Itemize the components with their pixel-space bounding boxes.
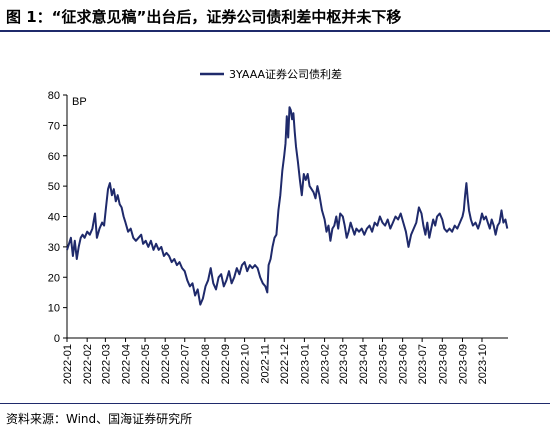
legend-label-series-0: 3YAAA证券公司债利差 (229, 67, 342, 81)
x-axis: 2022-01 2022-02 2022-03 2022-04 2022-05 2022-… (62, 337, 508, 384)
y-tick-label: 0 (54, 333, 60, 345)
x-tick-label: 2022-12 (279, 344, 291, 384)
x-tick-label: 2023-02 (320, 344, 332, 384)
source-divider (0, 403, 550, 404)
y-tick-label: 80 (48, 90, 60, 102)
y-tick-label: 10 (48, 303, 60, 315)
x-tick-label: 2023-01 (299, 344, 311, 384)
y-tick-label: 30 (48, 242, 60, 254)
chart-legend: 3YAAA证券公司债利差 (200, 67, 342, 81)
source-note: 资料来源：Wind、国海证券研究所 (6, 412, 193, 426)
y-axis-unit-label: BP (72, 96, 87, 108)
x-tick-label: 2022-09 (220, 344, 232, 384)
x-tick-label: 2023-08 (437, 344, 449, 384)
x-tick-label: 2022-06 (160, 344, 172, 384)
x-tick-label: 2022-10 (240, 344, 252, 384)
x-tick-label: 2023-03 (338, 344, 350, 384)
x-tick-label: 2022-04 (121, 344, 133, 384)
y-tick-label: 40 (48, 212, 60, 224)
x-tick-label: 2022-03 (100, 344, 112, 384)
y-tick-label: 70 (48, 120, 60, 132)
x-tick-label: 2023-05 (377, 344, 389, 384)
figure-title: 图 1：“征求意见稿”出台后，证券公司债利差中枢并未下移 (6, 8, 402, 26)
x-tick-label: 2022-08 (200, 344, 212, 384)
y-axis: 0 10 20 30 40 50 60 70 80 (48, 90, 68, 345)
y-tick-label: 50 (48, 181, 60, 193)
plot-area (66, 106, 509, 306)
x-tick-label: 2023-10 (477, 344, 489, 384)
x-tick-label: 2022-07 (180, 344, 192, 384)
x-tick-label: 2023-04 (358, 344, 370, 384)
x-tick-label: 2022-05 (140, 344, 152, 384)
x-tick-label: 2022-11 (260, 344, 272, 384)
x-tick-label: 2023-06 (398, 344, 410, 384)
x-tick-label: 2023-07 (417, 344, 429, 384)
x-tick-label: 2022-02 (82, 344, 94, 384)
y-tick-label: 20 (48, 272, 60, 284)
title-divider (0, 30, 550, 32)
series-line-0 (66, 106, 509, 306)
x-tick-label: 2023-09 (457, 344, 469, 384)
y-tick-label: 60 (48, 151, 60, 163)
x-tick-label: 2022-01 (62, 344, 74, 384)
